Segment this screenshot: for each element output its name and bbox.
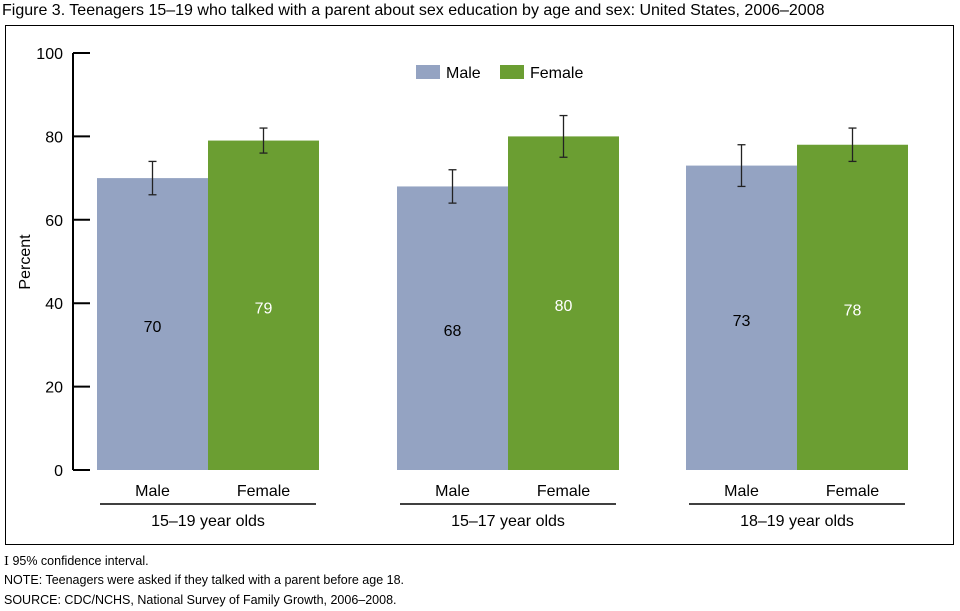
bar-female: [797, 144, 908, 471]
source-footnote: SOURCE: CDC/NCHS, National Survey of Fam…: [4, 593, 397, 607]
sub-category-label: Female: [237, 483, 290, 500]
legend-swatch-male: [416, 65, 440, 79]
bar-female: [208, 140, 319, 470]
data-label: 78: [844, 302, 862, 319]
legend-swatch-female: [500, 65, 524, 79]
data-label: 70: [144, 319, 162, 336]
note-footnote: NOTE: Teenagers were asked if they talke…: [4, 573, 404, 587]
sub-category-label: Female: [537, 483, 590, 500]
legend-label: Male: [446, 65, 481, 82]
data-label: 79: [255, 300, 273, 317]
category-label: 18–19 year olds: [740, 513, 854, 530]
sub-category-label: Male: [724, 483, 759, 500]
legend-label: Female: [530, 65, 583, 82]
y-tick-label: 100: [36, 46, 63, 63]
data-label: 68: [444, 323, 462, 340]
y-axis-label: Percent: [17, 234, 34, 290]
bar-male: [97, 178, 208, 470]
y-tick-label: 0: [54, 463, 63, 480]
sub-category-label: Female: [826, 483, 879, 500]
ci-footnote-text: 95% confidence interval.: [12, 554, 149, 568]
data-label: 73: [733, 313, 751, 330]
y-tick-label: 20: [45, 380, 63, 397]
y-tick-label: 80: [45, 129, 63, 146]
sub-category-label: Male: [135, 483, 170, 500]
category-label: 15–17 year olds: [451, 513, 565, 530]
error-bar-icon: I: [4, 553, 9, 568]
bar-male: [686, 165, 797, 470]
chart-frame: [5, 25, 954, 545]
bar-female: [508, 136, 619, 470]
y-tick-label: 60: [45, 213, 63, 230]
ci-footnote: I 95% confidence interval.: [4, 553, 149, 568]
bar-male: [397, 186, 508, 470]
data-label: 80: [555, 298, 573, 315]
y-tick-label: 40: [45, 296, 63, 313]
chart-title: Figure 3. Teenagers 15–19 who talked wit…: [2, 2, 825, 19]
sub-category-label: Male: [435, 483, 470, 500]
category-label: 15–19 year olds: [151, 513, 265, 530]
